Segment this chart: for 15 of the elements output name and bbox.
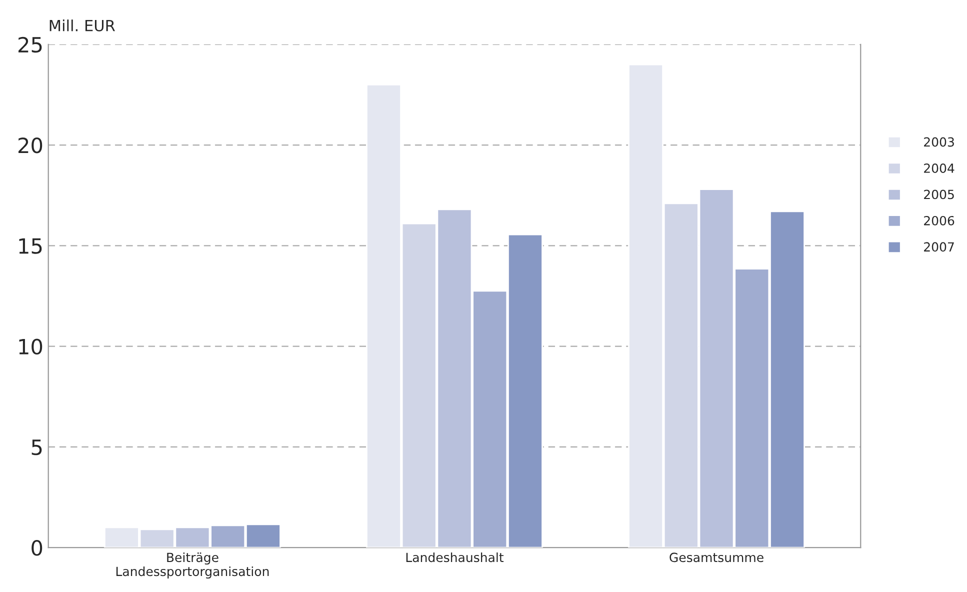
y-tick-label: 25: [18, 36, 42, 53]
legend-label: 2004: [924, 163, 954, 173]
y-tick-label: 20: [18, 137, 42, 154]
y-tick-label: 0: [32, 540, 42, 556]
legend-label: 2005: [924, 190, 954, 200]
x-tick-label: Gesamtsumme: [670, 552, 764, 562]
legend-label: 2006: [924, 216, 954, 226]
legend-label: 2007: [924, 242, 954, 252]
x-tick-label: Beiträge Landessportorganisation: [116, 552, 269, 579]
y-tick-label: 15: [19, 238, 42, 254]
x-tick-label: Landeshaushalt: [406, 552, 504, 562]
legend-label: 2003: [924, 137, 954, 147]
y-tick-label: 5: [32, 440, 42, 456]
y-tick-label: 10: [19, 338, 42, 355]
y-axis-title: Mill. EUR: [50, 20, 115, 32]
